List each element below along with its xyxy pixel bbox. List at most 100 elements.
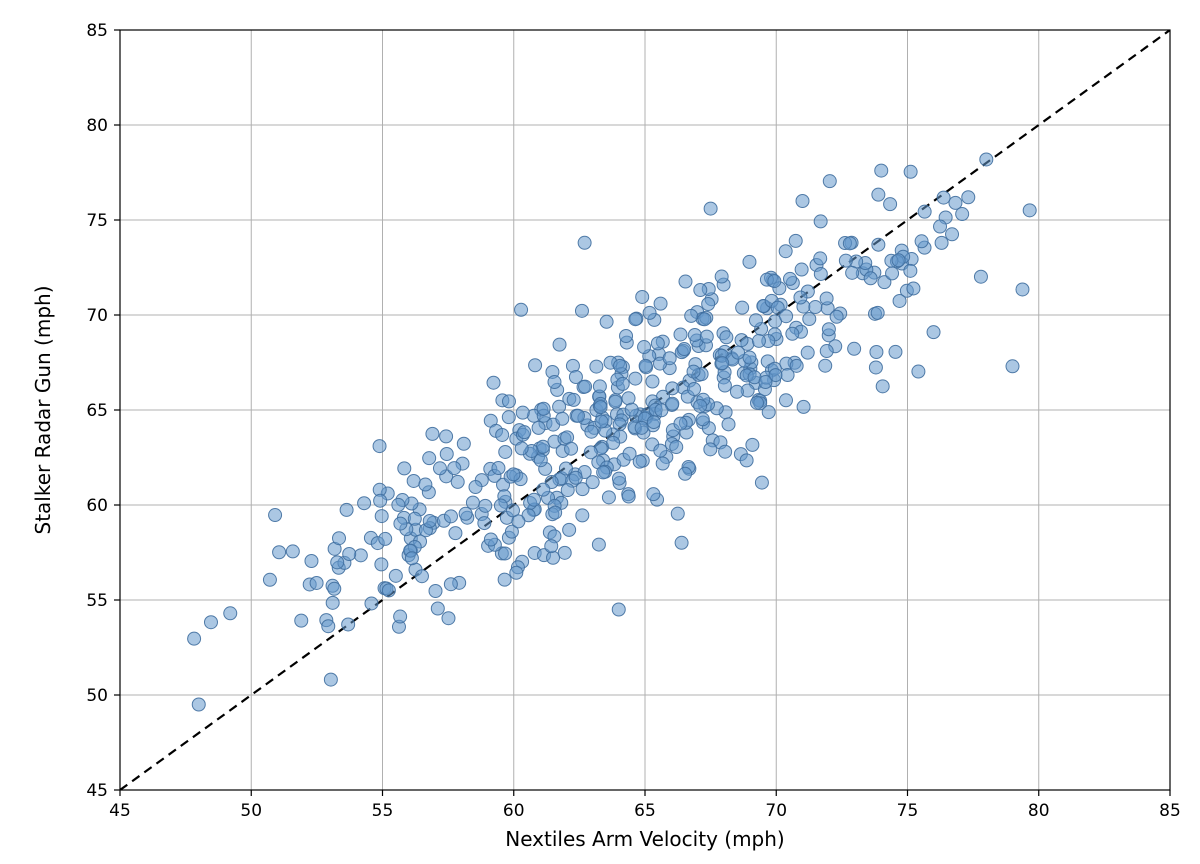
data-point — [654, 297, 667, 310]
data-point — [408, 512, 421, 525]
data-point — [937, 191, 950, 204]
data-point — [704, 202, 717, 215]
x-tick-label: 60 — [503, 801, 525, 821]
data-point — [358, 497, 371, 510]
data-point — [884, 198, 897, 211]
data-point — [204, 616, 217, 629]
data-point — [571, 409, 584, 422]
data-point — [779, 245, 792, 258]
data-point — [459, 507, 472, 520]
data-point — [322, 620, 335, 633]
data-point — [625, 403, 638, 416]
data-point — [394, 517, 407, 530]
data-point — [886, 267, 899, 280]
data-point — [651, 337, 664, 350]
data-point — [639, 359, 652, 372]
data-point — [593, 380, 606, 393]
data-point — [389, 569, 402, 582]
data-point — [633, 455, 646, 468]
data-point — [597, 466, 610, 479]
data-point — [752, 334, 765, 347]
data-point — [675, 536, 688, 549]
data-point — [636, 290, 649, 303]
data-point — [584, 446, 597, 459]
data-point — [449, 527, 462, 540]
data-point — [980, 153, 993, 166]
data-point — [558, 546, 571, 559]
data-point — [687, 365, 700, 378]
data-point — [875, 164, 888, 177]
data-point — [342, 618, 355, 631]
data-point — [499, 445, 512, 458]
data-point — [820, 292, 833, 305]
data-point — [1006, 360, 1019, 373]
data-point — [594, 401, 607, 414]
x-tick-label: 65 — [634, 801, 656, 821]
data-point — [822, 323, 835, 336]
data-point — [679, 467, 692, 480]
data-point — [612, 472, 625, 485]
data-point — [498, 573, 511, 586]
data-point — [956, 208, 969, 221]
data-point — [457, 437, 470, 450]
data-point — [872, 238, 885, 251]
data-point — [553, 338, 566, 351]
y-tick-label: 75 — [86, 211, 108, 231]
data-point — [528, 493, 541, 506]
data-point — [876, 380, 889, 393]
data-point — [700, 330, 713, 343]
data-point — [871, 306, 884, 319]
scatter-chart: 455055606570758085455055606570758085Next… — [0, 0, 1200, 864]
data-point — [803, 312, 816, 325]
data-point — [674, 328, 687, 341]
data-point — [375, 510, 388, 523]
data-point — [720, 331, 733, 344]
data-point — [563, 523, 576, 536]
data-point — [892, 254, 905, 267]
data-point — [578, 236, 591, 249]
data-point — [433, 462, 446, 475]
data-point — [426, 427, 439, 440]
data-point — [423, 452, 436, 465]
data-point — [809, 301, 822, 314]
data-point — [704, 443, 717, 456]
data-point — [585, 425, 598, 438]
data-point — [448, 462, 461, 475]
data-point — [694, 399, 707, 412]
data-point — [442, 612, 455, 625]
data-point — [762, 406, 775, 419]
data-point — [415, 570, 428, 583]
data-point — [629, 372, 642, 385]
data-point — [553, 400, 566, 413]
data-point — [324, 673, 337, 686]
data-point — [398, 462, 411, 475]
x-tick-label: 45 — [109, 801, 131, 821]
data-point — [224, 607, 237, 620]
data-point — [343, 548, 356, 561]
data-point — [440, 430, 453, 443]
data-point — [647, 416, 660, 429]
data-point — [678, 343, 691, 356]
data-point — [740, 454, 753, 467]
data-point — [730, 385, 743, 398]
data-point — [750, 396, 763, 409]
data-point — [872, 188, 885, 201]
data-point — [904, 264, 917, 277]
data-point — [889, 345, 902, 358]
data-point — [423, 514, 436, 527]
data-point — [814, 252, 827, 265]
data-point — [801, 346, 814, 359]
y-tick-label: 55 — [86, 591, 108, 611]
data-point — [529, 359, 542, 372]
data-point — [918, 205, 931, 218]
y-tick-label: 65 — [86, 401, 108, 421]
data-point — [263, 573, 276, 586]
data-point — [518, 426, 531, 439]
y-tick-label: 60 — [86, 496, 108, 516]
data-point — [365, 597, 378, 610]
data-point — [487, 376, 500, 389]
data-point — [479, 499, 492, 512]
data-point — [743, 255, 756, 268]
data-point — [685, 309, 698, 322]
data-point — [602, 491, 615, 504]
